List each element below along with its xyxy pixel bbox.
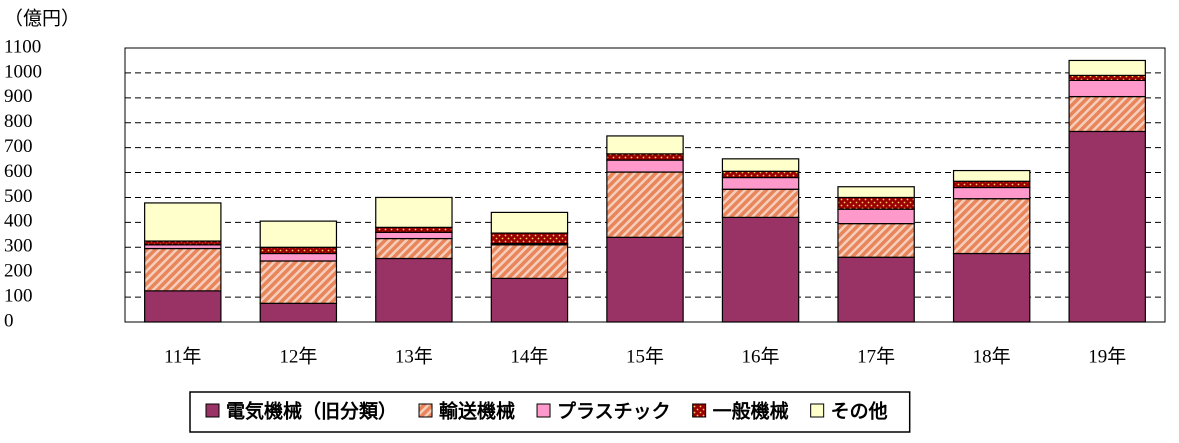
legend-label: 電気機械（旧分類） [226,400,397,423]
bar-segment [375,196,453,228]
legend-label: 一般機械 [713,400,789,423]
bar-segment [1068,74,1146,81]
bar-segment [721,188,800,218]
bar-segment [259,260,338,304]
bar-segment [952,252,1031,323]
bar-segment [606,171,684,238]
y-tick-label: 1000 [4,61,42,82]
x-tick-label: 12年 [279,345,317,367]
bar-segment [490,244,569,280]
y-tick-label: 700 [4,136,33,157]
y-tick-label: 800 [4,111,33,132]
legend-swatch [205,403,220,418]
x-tick-label: 13年 [395,345,433,367]
bar-segment [837,208,915,225]
bar-segment [144,290,222,323]
y-tick-label: 600 [4,161,33,182]
bar-segment [490,277,569,323]
bar-segment [952,198,1031,255]
bar-segment [721,158,800,172]
y-tick-label: 200 [4,261,33,282]
legend-swatch [418,403,433,418]
y-axis-label: （億円） [4,7,80,29]
bar-segment [1068,130,1146,323]
bar-segment [721,170,800,179]
y-tick-label: 900 [4,86,33,107]
bar-segment [375,257,453,323]
bar-segment [1068,95,1146,133]
bar-segment [837,186,915,199]
y-tick-label: 0 [4,310,14,331]
legend-swatch [536,403,551,418]
y-tick-label: 1100 [4,36,41,57]
bar-segment [375,226,453,233]
bar-segment [375,231,453,240]
bar-segment [606,159,684,173]
bar-segment [490,211,569,234]
bar-segment [837,196,915,210]
bar-segment [606,135,684,155]
bar-segment [259,252,338,262]
x-tick-label: 11年 [164,345,201,367]
x-tick-label: 15年 [626,345,664,367]
x-tick-label: 16年 [742,345,780,367]
x-tick-label: 18年 [973,345,1011,367]
legend-label: その他 [831,400,888,423]
y-tick-label: 300 [4,236,33,257]
bar-segment [952,186,1031,200]
bar-segment [1068,59,1146,76]
y-tick-label: 100 [4,285,33,306]
bar-segment [837,223,915,258]
legend-swatch [810,403,825,418]
bar-segment [721,216,800,323]
y-tick-label: 400 [4,211,33,232]
legend-label: 輸送機械 [439,400,515,423]
bar-segment [144,202,222,242]
bar-segment [259,246,338,255]
bar-segment [721,176,800,190]
legend-swatch [692,403,707,418]
bar-segment [952,180,1031,189]
bar-segment [375,237,453,260]
bar-segment [259,220,338,248]
y-tick-label: 500 [4,186,33,207]
bar-segment [606,236,684,323]
x-tick-label: 17年 [857,345,895,367]
bar-segment [144,247,222,292]
bar-segment [1068,79,1146,98]
legend-label: プラスチック [557,400,671,423]
bar-segment [490,232,569,245]
bar-segment [606,153,684,161]
x-tick-label: 14年 [510,345,548,367]
bar-segment [952,169,1031,182]
bar-segment [259,302,338,323]
x-tick-label: 19年 [1088,345,1126,367]
bar-segment [837,256,915,323]
